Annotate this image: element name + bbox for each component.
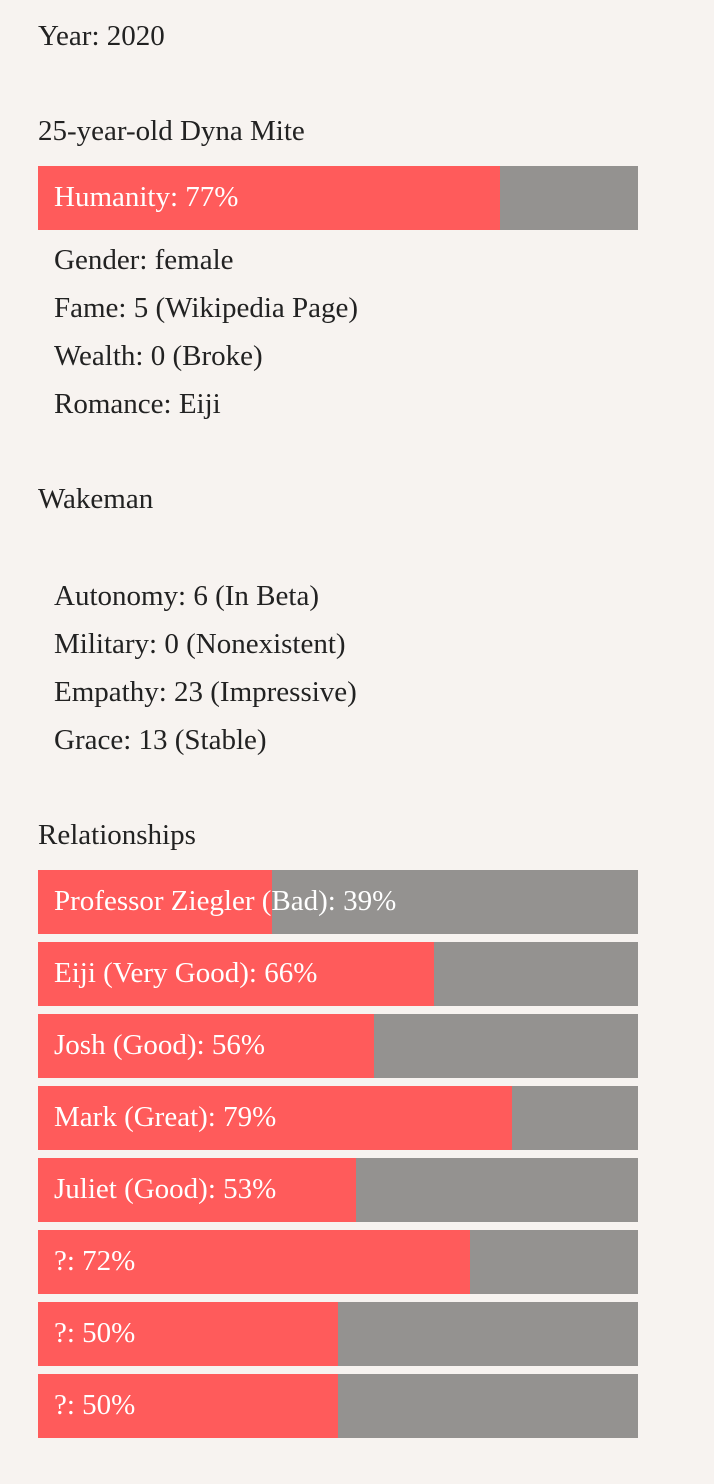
relationship-bar-fill xyxy=(38,1086,512,1150)
relationship-bar-fill xyxy=(38,870,272,934)
relationship-label: Eiji (Very Good): 66% xyxy=(54,957,318,989)
relationship-label: ?: 72% xyxy=(54,1245,136,1277)
relationship-label: Juliet (Good): 53% xyxy=(54,1173,277,1205)
stat-gender: Gender: female xyxy=(54,244,234,276)
relationship-bar: ?: 50% xyxy=(38,1374,638,1438)
humanity-label: Humanity: 77% xyxy=(54,181,239,213)
relationship-label: Mark (Great): 79% xyxy=(54,1101,277,1133)
relationship-bar-fill xyxy=(38,1158,356,1222)
relationship-label: ?: 50% xyxy=(54,1389,136,1421)
relationship-bar-fill xyxy=(38,1374,338,1438)
relationship-bar: Josh (Good): 56% xyxy=(38,1014,638,1078)
stat-wealth: Wealth: 0 (Broke) xyxy=(54,340,263,372)
relationship-bar: Professor Ziegler (Bad): 39% xyxy=(38,870,638,934)
stat-romance: Romance: Eiji xyxy=(54,388,221,420)
stat-fame: Fame: 5 (Wikipedia Page) xyxy=(54,292,359,324)
relationship-bar: Juliet (Good): 53% xyxy=(38,1158,638,1222)
relationship-label: Professor Ziegler (Bad): 39% xyxy=(54,885,397,917)
relationships-title: Relationships xyxy=(38,819,196,851)
stat-autonomy: Autonomy: 6 (In Beta) xyxy=(54,580,319,612)
stat-empathy: Empathy: 23 (Impressive) xyxy=(54,676,357,708)
humanity-bar: Humanity: 77% xyxy=(38,166,638,230)
relationship-bar-fill xyxy=(38,942,434,1006)
relationship-bar-fill xyxy=(38,1230,470,1294)
relationship-bar-fill xyxy=(38,1302,338,1366)
relationship-bar: Eiji (Very Good): 66% xyxy=(38,942,638,1006)
relationship-label: ?: 50% xyxy=(54,1317,136,1349)
relationship-label: Josh (Good): 56% xyxy=(54,1029,266,1061)
humanity-bar-fill xyxy=(38,166,500,230)
stat-military: Military: 0 (Nonexistent) xyxy=(54,628,346,660)
relationship-bar: Mark (Great): 79% xyxy=(38,1086,638,1150)
stat-grace: Grace: 13 (Stable) xyxy=(54,724,267,756)
character-title: 25-year-old Dyna Mite xyxy=(38,115,305,147)
relationship-bar-fill xyxy=(38,1014,374,1078)
relationship-bar: ?: 50% xyxy=(38,1302,638,1366)
relationship-bar: ?: 72% xyxy=(38,1230,638,1294)
wakeman-title: Wakeman xyxy=(38,483,154,515)
year-label: Year: 2020 xyxy=(38,20,165,52)
